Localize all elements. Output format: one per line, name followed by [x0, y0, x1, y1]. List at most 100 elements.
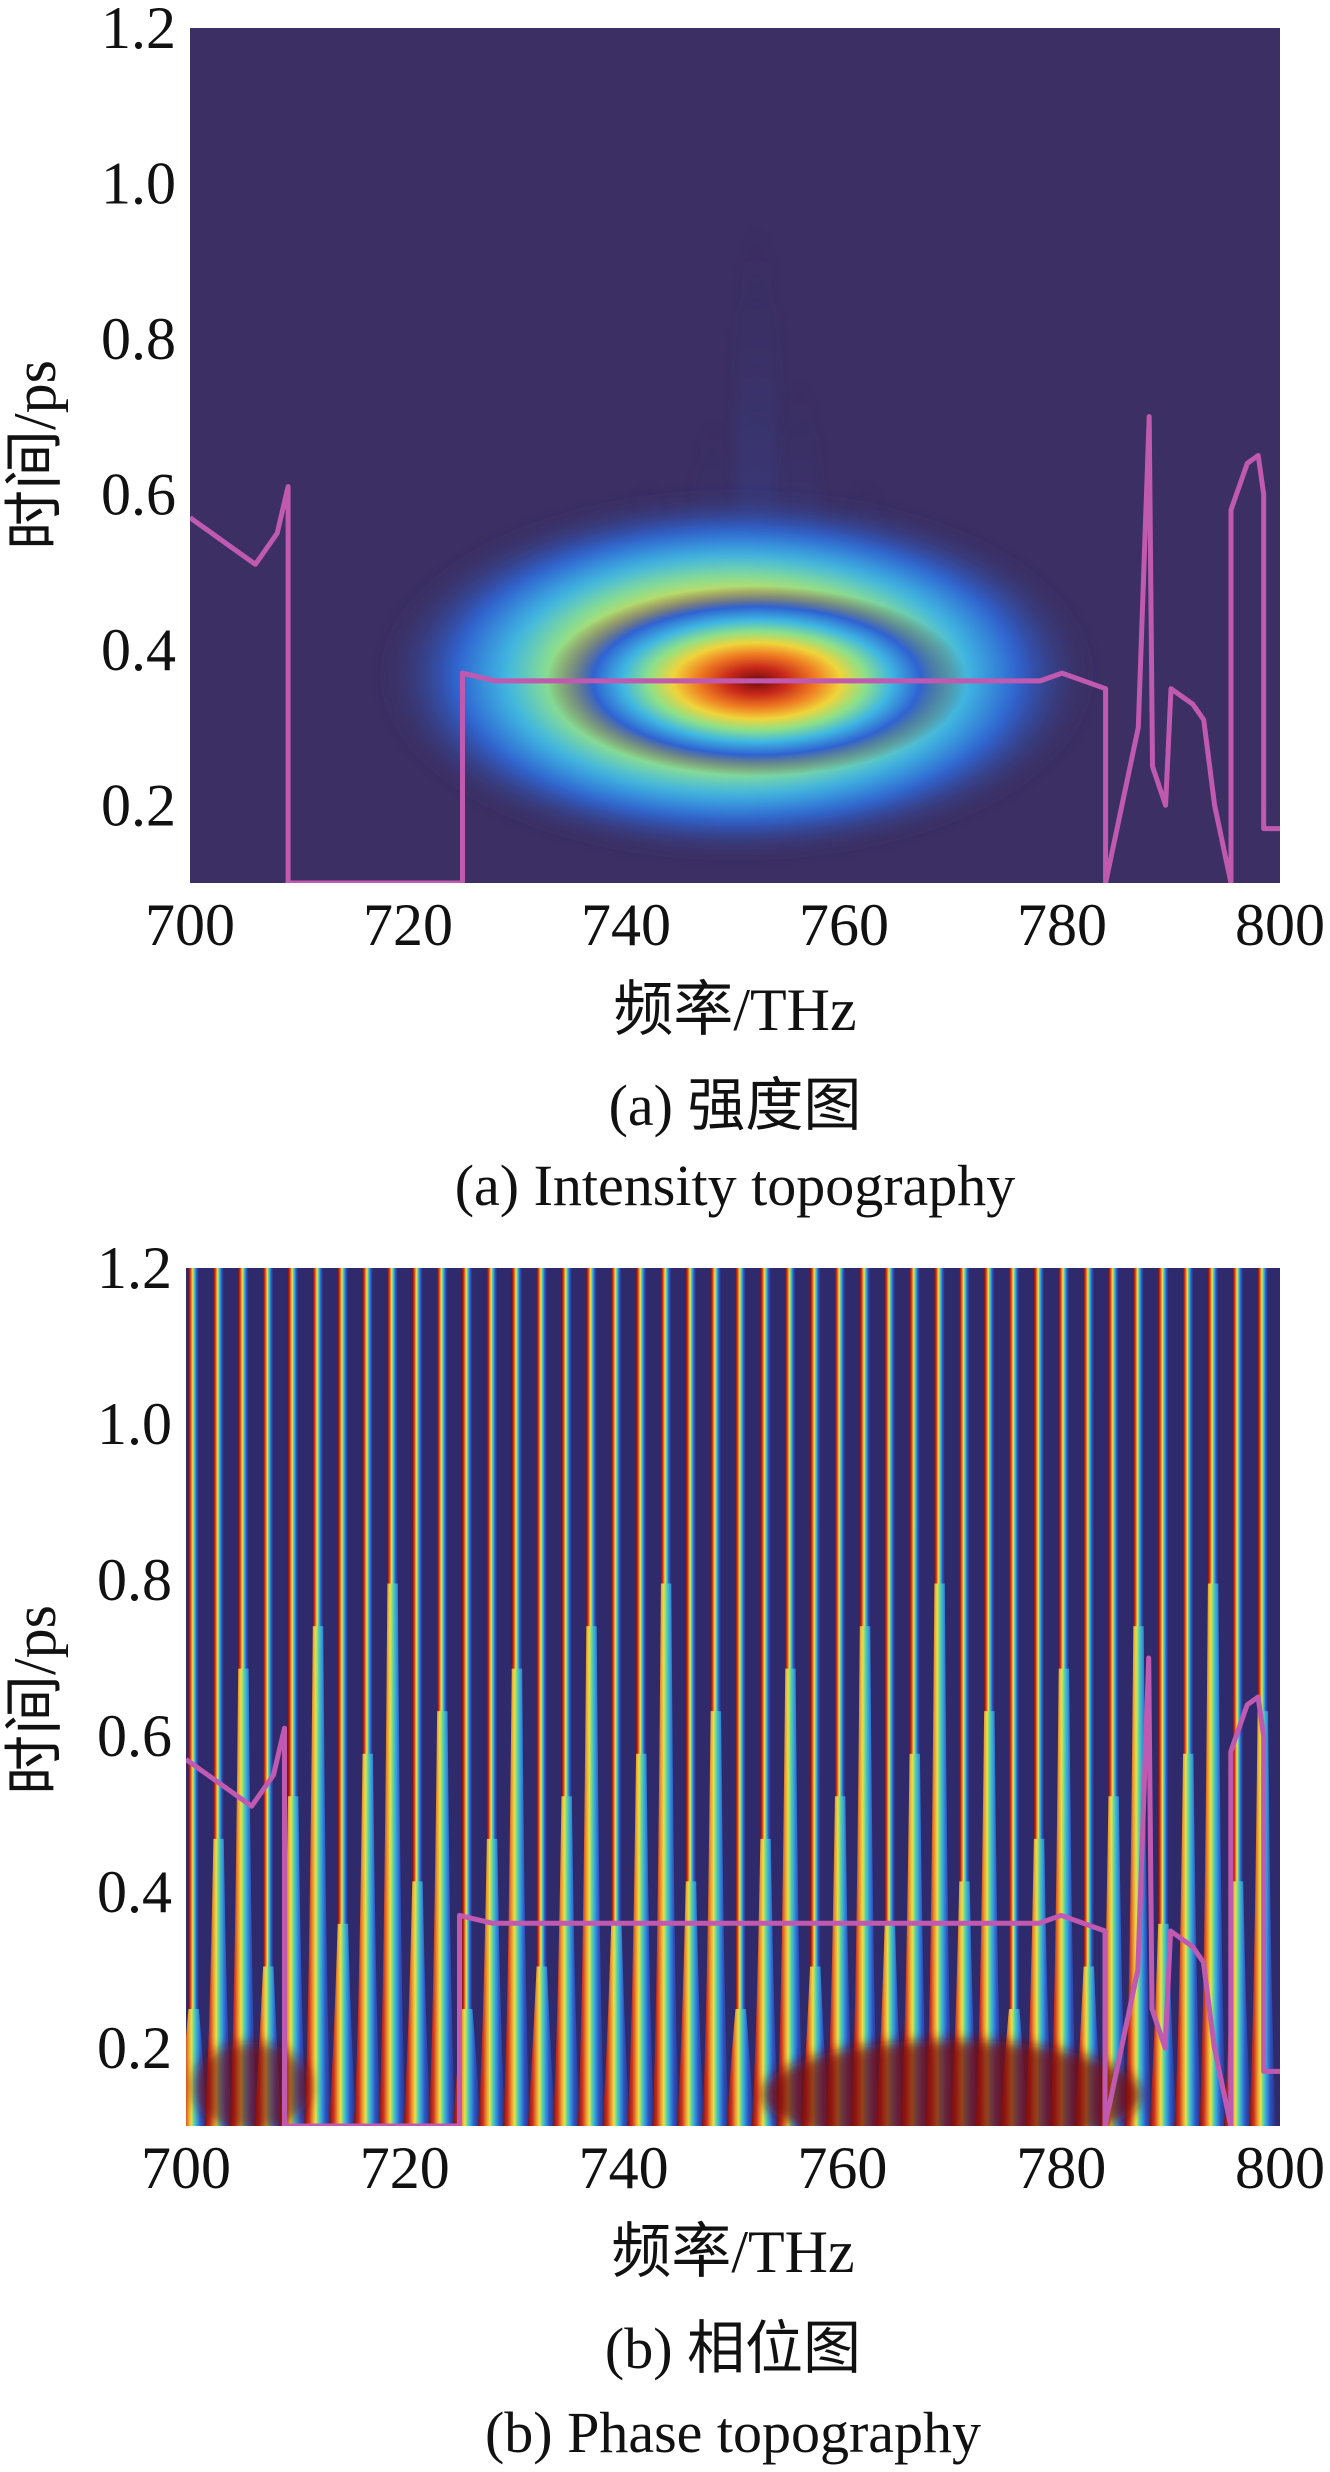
- phase-fringe-root: [677, 1881, 705, 2126]
- phase-fringe: [884, 1268, 896, 2126]
- phase-fringe: [536, 1268, 548, 2126]
- phase-caption-cn: (b) 相位图: [605, 2316, 861, 2381]
- phase-fringe: [561, 1268, 572, 2126]
- phase-fringe-root: [900, 1753, 929, 2126]
- phase-fringe-root: [503, 1668, 531, 2126]
- phase-x-tick-label: 760: [797, 2135, 887, 2201]
- phase-fringe-root: [577, 1626, 605, 2126]
- phase-y-ticks: 0.2 0.4 0.6 0.8 1.0 1.2: [97, 1235, 172, 2081]
- intensity-panel: 0.2 0.4 0.6 0.8 1.0 1.2 700 720 740 760 780 800 频率…: [2, 0, 1325, 1218]
- phase-caption-en: (b) Phase topography: [485, 2400, 981, 2465]
- intensity-y-tick-label: 0.8: [101, 306, 176, 372]
- phase-y-tick-label: 0.2: [97, 2015, 172, 2081]
- intensity-y-tick-label: 1.0: [101, 150, 176, 216]
- phase-y-axis-label: 时间/ps: [2, 1605, 68, 1795]
- phase-fringe: [362, 1268, 373, 2126]
- phase-fringe-root: [701, 1711, 730, 2126]
- phase-fringe: [760, 1268, 771, 2126]
- phase-heatmap: [186, 1268, 1277, 2126]
- phase-fringe-root: [826, 1796, 854, 2126]
- phase-fringe: [461, 1268, 473, 2126]
- intensity-y-tick-label: 1.2: [101, 0, 176, 61]
- phase-fringe-root: [552, 1796, 581, 2126]
- phase-fringe: [710, 1268, 722, 2126]
- intensity-y-axis-label: 时间/ps: [2, 360, 68, 550]
- phase-fringe: [188, 1268, 199, 2126]
- phase-fringe: [1183, 1268, 1194, 2126]
- phase-fringe-root: [652, 1583, 680, 2126]
- phase-fringe-root: [627, 1753, 655, 2126]
- phase-fringe-root: [403, 1881, 431, 2126]
- phase-fringe-root: [478, 1838, 506, 2126]
- phase-fringe: [834, 1268, 846, 2126]
- phase-y-tick-label: 0.6: [97, 1703, 172, 1769]
- phase-x-axis-label: 频率/THz: [611, 2219, 854, 2285]
- phase-y-tick-label: 0.8: [97, 1547, 172, 1613]
- phase-y-tick-label: 1.0: [97, 1391, 172, 1457]
- phase-panel: 0.2 0.4 0.6 0.8 1.0 1.2 700 720 740 760 780 800 频率…: [2, 1235, 1325, 2465]
- intensity-y-tick-label: 0.6: [101, 461, 176, 527]
- phase-x-ticks: 700 720 740 760 780 800: [141, 2135, 1325, 2201]
- phase-fringe: [486, 1268, 498, 2126]
- phase-fringe-root: [851, 1626, 879, 2126]
- intensity-y-ticks: 0.2 0.4 0.6 0.8 1.0 1.2: [101, 0, 176, 838]
- intensity-y-tick-label: 0.4: [101, 617, 176, 683]
- phase-fringe-root: [975, 1711, 1003, 2126]
- phase-x-tick-label: 780: [1016, 2135, 1106, 2201]
- phase-x-tick-label: 800: [1235, 2135, 1325, 2201]
- intensity-x-tick-label: 700: [145, 892, 235, 958]
- phase-fringe: [213, 1268, 224, 2126]
- intensity-caption-en: (a) Intensity topography: [455, 1153, 1016, 1218]
- phase-fringe: [1232, 1268, 1244, 2126]
- phase-fringe: [337, 1268, 349, 2126]
- phase-fringe-root: [229, 1668, 257, 2126]
- phase-y-tick-label: 0.4: [97, 1859, 172, 1925]
- intensity-x-tick-label: 760: [799, 892, 889, 958]
- phase-fringe-root: [527, 1966, 556, 2126]
- phase-fringe: [1158, 1268, 1169, 2126]
- phase-fringe: [412, 1268, 423, 2126]
- phase-fringe-root: [353, 1753, 382, 2126]
- phase-fringe: [1108, 1268, 1119, 2126]
- phase-low-region: [191, 2042, 312, 2126]
- phase-overlay-line: [186, 1655, 1280, 2126]
- phase-fringe: [263, 1268, 274, 2126]
- intensity-caption-cn: (a) 强度图: [609, 1073, 862, 1138]
- phase-fringe-root: [726, 2009, 755, 2126]
- phase-fringe: [1083, 1268, 1095, 2126]
- phase-fringe-root: [925, 1583, 954, 2126]
- phase-fringe-root: [304, 1626, 332, 2126]
- phase-fringe-root: [378, 1583, 407, 2126]
- phase-fringe-root: [751, 1838, 779, 2126]
- intensity-x-tick-label: 780: [1017, 892, 1107, 958]
- phase-fringe: [1033, 1268, 1045, 2126]
- intensity-x-ticks: 700 720 740 760 780 800: [145, 892, 1325, 958]
- phase-x-tick-label: 720: [360, 2135, 450, 2201]
- intensity-x-axis-label: 频率/THz: [613, 977, 856, 1043]
- phase-fringe: [287, 1268, 299, 2126]
- phase-fringe: [685, 1268, 697, 2126]
- phase-y-tick-label: 1.2: [97, 1235, 172, 1301]
- phase-fringe: [1257, 1268, 1269, 2126]
- phase-fringe: [735, 1268, 746, 2126]
- intensity-x-tick-label: 740: [581, 892, 671, 958]
- phase-fringe-root: [428, 1711, 456, 2126]
- phase-x-tick-label: 700: [141, 2135, 231, 2201]
- phase-fringe: [959, 1268, 970, 2126]
- phase-x-tick-label: 740: [579, 2135, 669, 2201]
- phase-fringe-root: [602, 1923, 630, 2126]
- intensity-overlay-line: [190, 414, 1280, 883]
- phase-fringe: [611, 1268, 622, 2126]
- phase-fringe: [909, 1268, 920, 2126]
- phase-fringe: [810, 1268, 821, 2126]
- intensity-overlay: [190, 414, 1280, 883]
- phase-fringe: [437, 1268, 448, 2126]
- phase-overlay: [186, 1655, 1280, 2126]
- intensity-x-tick-label: 720: [363, 892, 453, 958]
- phase-fringe: [984, 1268, 995, 2126]
- phase-fringe-root: [328, 1923, 357, 2126]
- phase-fringe-root: [1050, 1668, 1078, 2126]
- phase-fringe-root: [1174, 1753, 1202, 2126]
- intensity-x-tick-label: 800: [1235, 892, 1325, 958]
